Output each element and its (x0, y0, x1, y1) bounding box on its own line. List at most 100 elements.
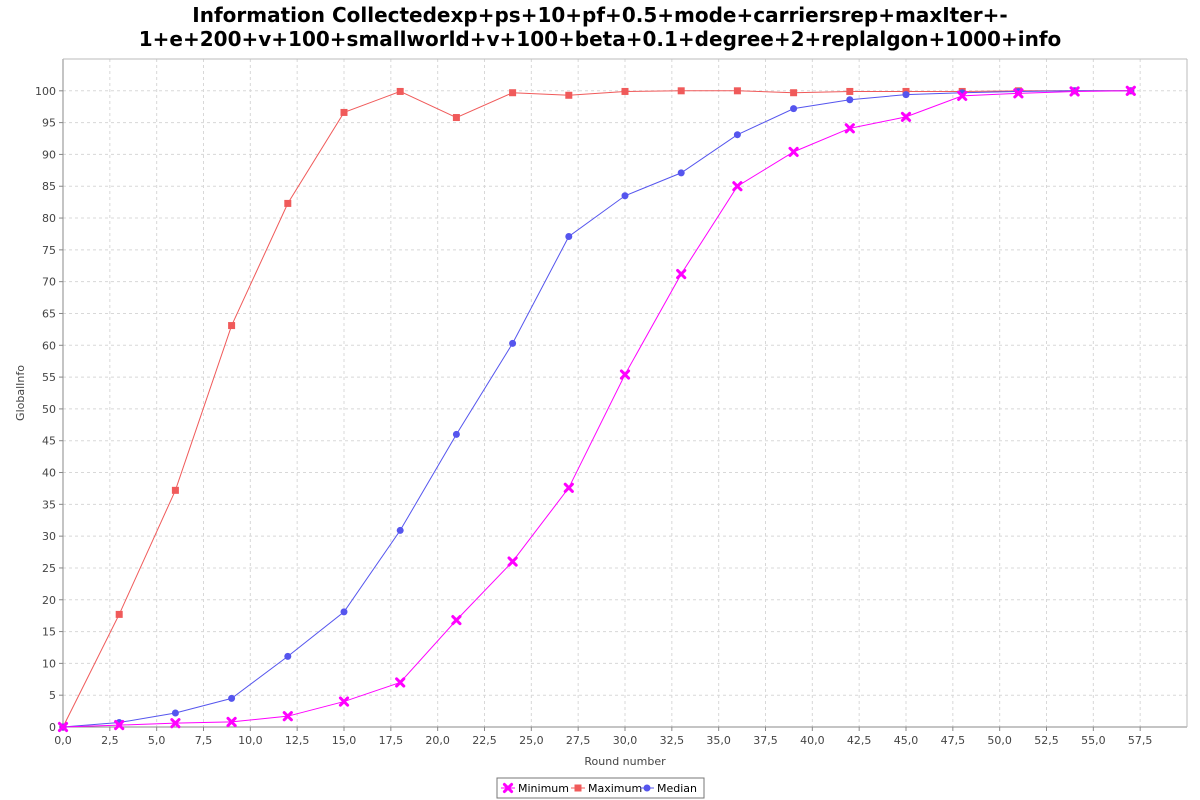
series-line-maximum (62, 90, 1131, 728)
y-tick-label: 100 (35, 85, 56, 98)
data-point-median (621, 192, 629, 200)
x-tick-label: 30,0 (613, 734, 638, 747)
x-tick-label: 40,0 (800, 734, 825, 747)
data-point-median (846, 96, 854, 104)
data-point-median (340, 608, 348, 616)
y-tick-label: 55 (42, 371, 56, 384)
data-point-maximum (171, 486, 179, 494)
data-point-minimum (900, 111, 912, 122)
chart-title-line-1: Information Collectedexp+ps+10+pf+0.5+mo… (192, 3, 1007, 27)
x-tick-label: 10,0 (238, 734, 263, 747)
data-point-maximum (115, 610, 123, 618)
grid-lines (63, 59, 1187, 727)
legend-swatch-marker (574, 784, 582, 792)
data-point-minimum (957, 90, 968, 101)
y-tick-label: 20 (42, 594, 56, 607)
x-tick-label: 15,0 (332, 734, 357, 747)
data-point-median (228, 694, 236, 702)
data-point-maximum (284, 199, 292, 207)
y-tick-label: 65 (42, 307, 56, 320)
legend-swatch-marker (643, 784, 651, 792)
x-tick-label: 52,5 (1034, 734, 1059, 747)
x-axis-ticks: 0,0 2,5 5,0 7,5 10,0 12,5 15,0 17,5 20,0 22,5 25,0… (54, 727, 1152, 747)
x-tick-label: 32,5 (660, 734, 685, 747)
data-point-median (284, 652, 292, 660)
plot-area (63, 59, 1187, 727)
legend-item-maximum: Maximum (571, 782, 642, 795)
data-point-minimum (226, 716, 237, 728)
legend-label-minimum: Minimum (518, 782, 569, 795)
y-tick-label: 85 (42, 180, 56, 193)
y-tick-label: 75 (42, 244, 56, 257)
data-point-minimum (619, 369, 631, 380)
y-axis-label: GlobalInfo (14, 365, 27, 421)
data-point-median (733, 131, 741, 139)
x-tick-label: 57,5 (1128, 734, 1153, 747)
x-tick-label: 22,5 (472, 734, 497, 747)
data-point-median (396, 526, 404, 534)
x-tick-label: 55,0 (1081, 734, 1106, 747)
y-tick-label: 45 (42, 435, 56, 448)
y-axis-ticks: 0 5 10 15 20 25 30 35 40 45 50 55 60 65 70 75 80 85 90 95 10… (35, 85, 63, 734)
x-tick-label: 7,5 (195, 734, 213, 747)
x-tick-label: 42,5 (847, 734, 872, 747)
y-tick-label: 60 (42, 339, 56, 352)
legend-swatch-marker (502, 782, 514, 794)
data-point-median (790, 105, 798, 113)
data-point-minimum (451, 615, 462, 626)
data-point-maximum (790, 89, 798, 97)
data-point-minimum (395, 677, 406, 688)
data-point-maximum (340, 108, 348, 116)
legend-label-maximum: Maximum (588, 782, 642, 795)
x-tick-label: 17,5 (379, 734, 404, 747)
data-point-maximum (846, 87, 854, 95)
data-point-minimum (732, 181, 743, 192)
data-point-maximum (621, 87, 629, 95)
data-point-maximum (228, 322, 236, 330)
y-tick-label: 50 (42, 403, 56, 416)
data-point-median (509, 339, 517, 347)
data-point-median (452, 430, 460, 438)
y-tick-label: 30 (42, 530, 56, 543)
data-point-minimum (563, 482, 574, 493)
data-point-median (171, 709, 179, 717)
data-point-minimum (170, 718, 181, 729)
x-tick-label: 37,5 (753, 734, 778, 747)
data-point-maximum (452, 114, 460, 122)
x-tick-label: 50,0 (987, 734, 1012, 747)
y-tick-label: 10 (42, 657, 56, 670)
x-tick-label: 12,5 (285, 734, 310, 747)
data-point-median (677, 169, 685, 177)
x-tick-label: 2,5 (101, 734, 119, 747)
data-point-minimum (1069, 86, 1080, 97)
x-tick-label: 45,0 (894, 734, 919, 747)
y-tick-label: 35 (42, 498, 56, 511)
series-line-median (62, 90, 1131, 728)
data-point-minimum (57, 721, 69, 733)
legend-box (496, 777, 705, 799)
data-point-minimum (1125, 85, 1136, 96)
data-point-minimum (844, 123, 855, 134)
data-point-maximum (677, 87, 685, 95)
y-tick-label: 25 (42, 562, 56, 575)
data-point-minimum (507, 556, 518, 567)
series-minimum (57, 85, 1136, 733)
data-point-minimum (114, 719, 125, 731)
data-point-maximum (565, 91, 573, 99)
data-point-minimum (338, 696, 350, 707)
y-tick-label: 5 (49, 689, 56, 702)
x-tick-label: 27,5 (566, 734, 591, 747)
legend: Minimum Maximum Median (496, 777, 705, 799)
legend-item-median: Median (640, 782, 697, 795)
x-axis-label: Round number (584, 755, 666, 768)
data-point-maximum (509, 89, 517, 97)
x-tick-label: 47,5 (941, 734, 966, 747)
series-line-minimum (62, 90, 1131, 728)
y-tick-label: 0 (49, 721, 56, 734)
data-point-maximum (396, 87, 404, 95)
data-point-maximum (733, 87, 741, 95)
chart-title: Information Collectedexp+ps+10+pf+0.5+mo… (139, 3, 1062, 51)
x-tick-label: 0,0 (54, 734, 72, 747)
x-tick-label: 20,0 (425, 734, 450, 747)
